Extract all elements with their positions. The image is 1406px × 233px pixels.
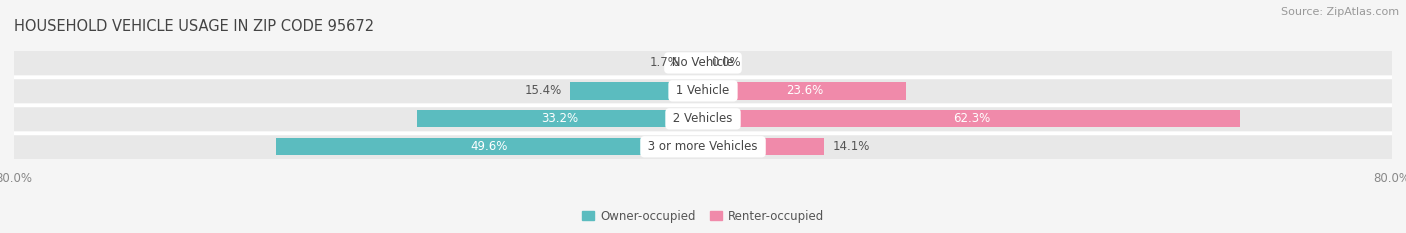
Bar [14, 135, 1392, 158]
Text: 2 Vehicles: 2 Vehicles [669, 112, 737, 125]
Bar [703, 110, 1240, 127]
Text: No Vehicle: No Vehicle [668, 56, 738, 69]
Text: 14.1%: 14.1% [832, 140, 870, 153]
Text: Source: ZipAtlas.com: Source: ZipAtlas.com [1281, 7, 1399, 17]
Text: 62.3%: 62.3% [953, 112, 990, 125]
Text: 1.7%: 1.7% [650, 56, 679, 69]
Text: HOUSEHOLD VEHICLE USAGE IN ZIP CODE 95672: HOUSEHOLD VEHICLE USAGE IN ZIP CODE 9567… [14, 19, 374, 34]
Bar [689, 54, 703, 72]
Text: 15.4%: 15.4% [524, 84, 562, 97]
Text: 23.6%: 23.6% [786, 84, 824, 97]
Bar [571, 82, 703, 99]
Bar [14, 79, 1392, 103]
Bar [418, 110, 703, 127]
Text: 1 Vehicle: 1 Vehicle [672, 84, 734, 97]
Legend: Owner-occupied, Renter-occupied: Owner-occupied, Renter-occupied [578, 205, 828, 227]
Bar [276, 138, 703, 155]
Text: 49.6%: 49.6% [471, 140, 508, 153]
Bar [703, 138, 824, 155]
Text: 3 or more Vehicles: 3 or more Vehicles [644, 140, 762, 153]
Bar [14, 107, 1392, 130]
Bar [703, 82, 907, 99]
Text: 33.2%: 33.2% [541, 112, 579, 125]
Bar [14, 51, 1392, 75]
Text: 0.0%: 0.0% [711, 56, 741, 69]
